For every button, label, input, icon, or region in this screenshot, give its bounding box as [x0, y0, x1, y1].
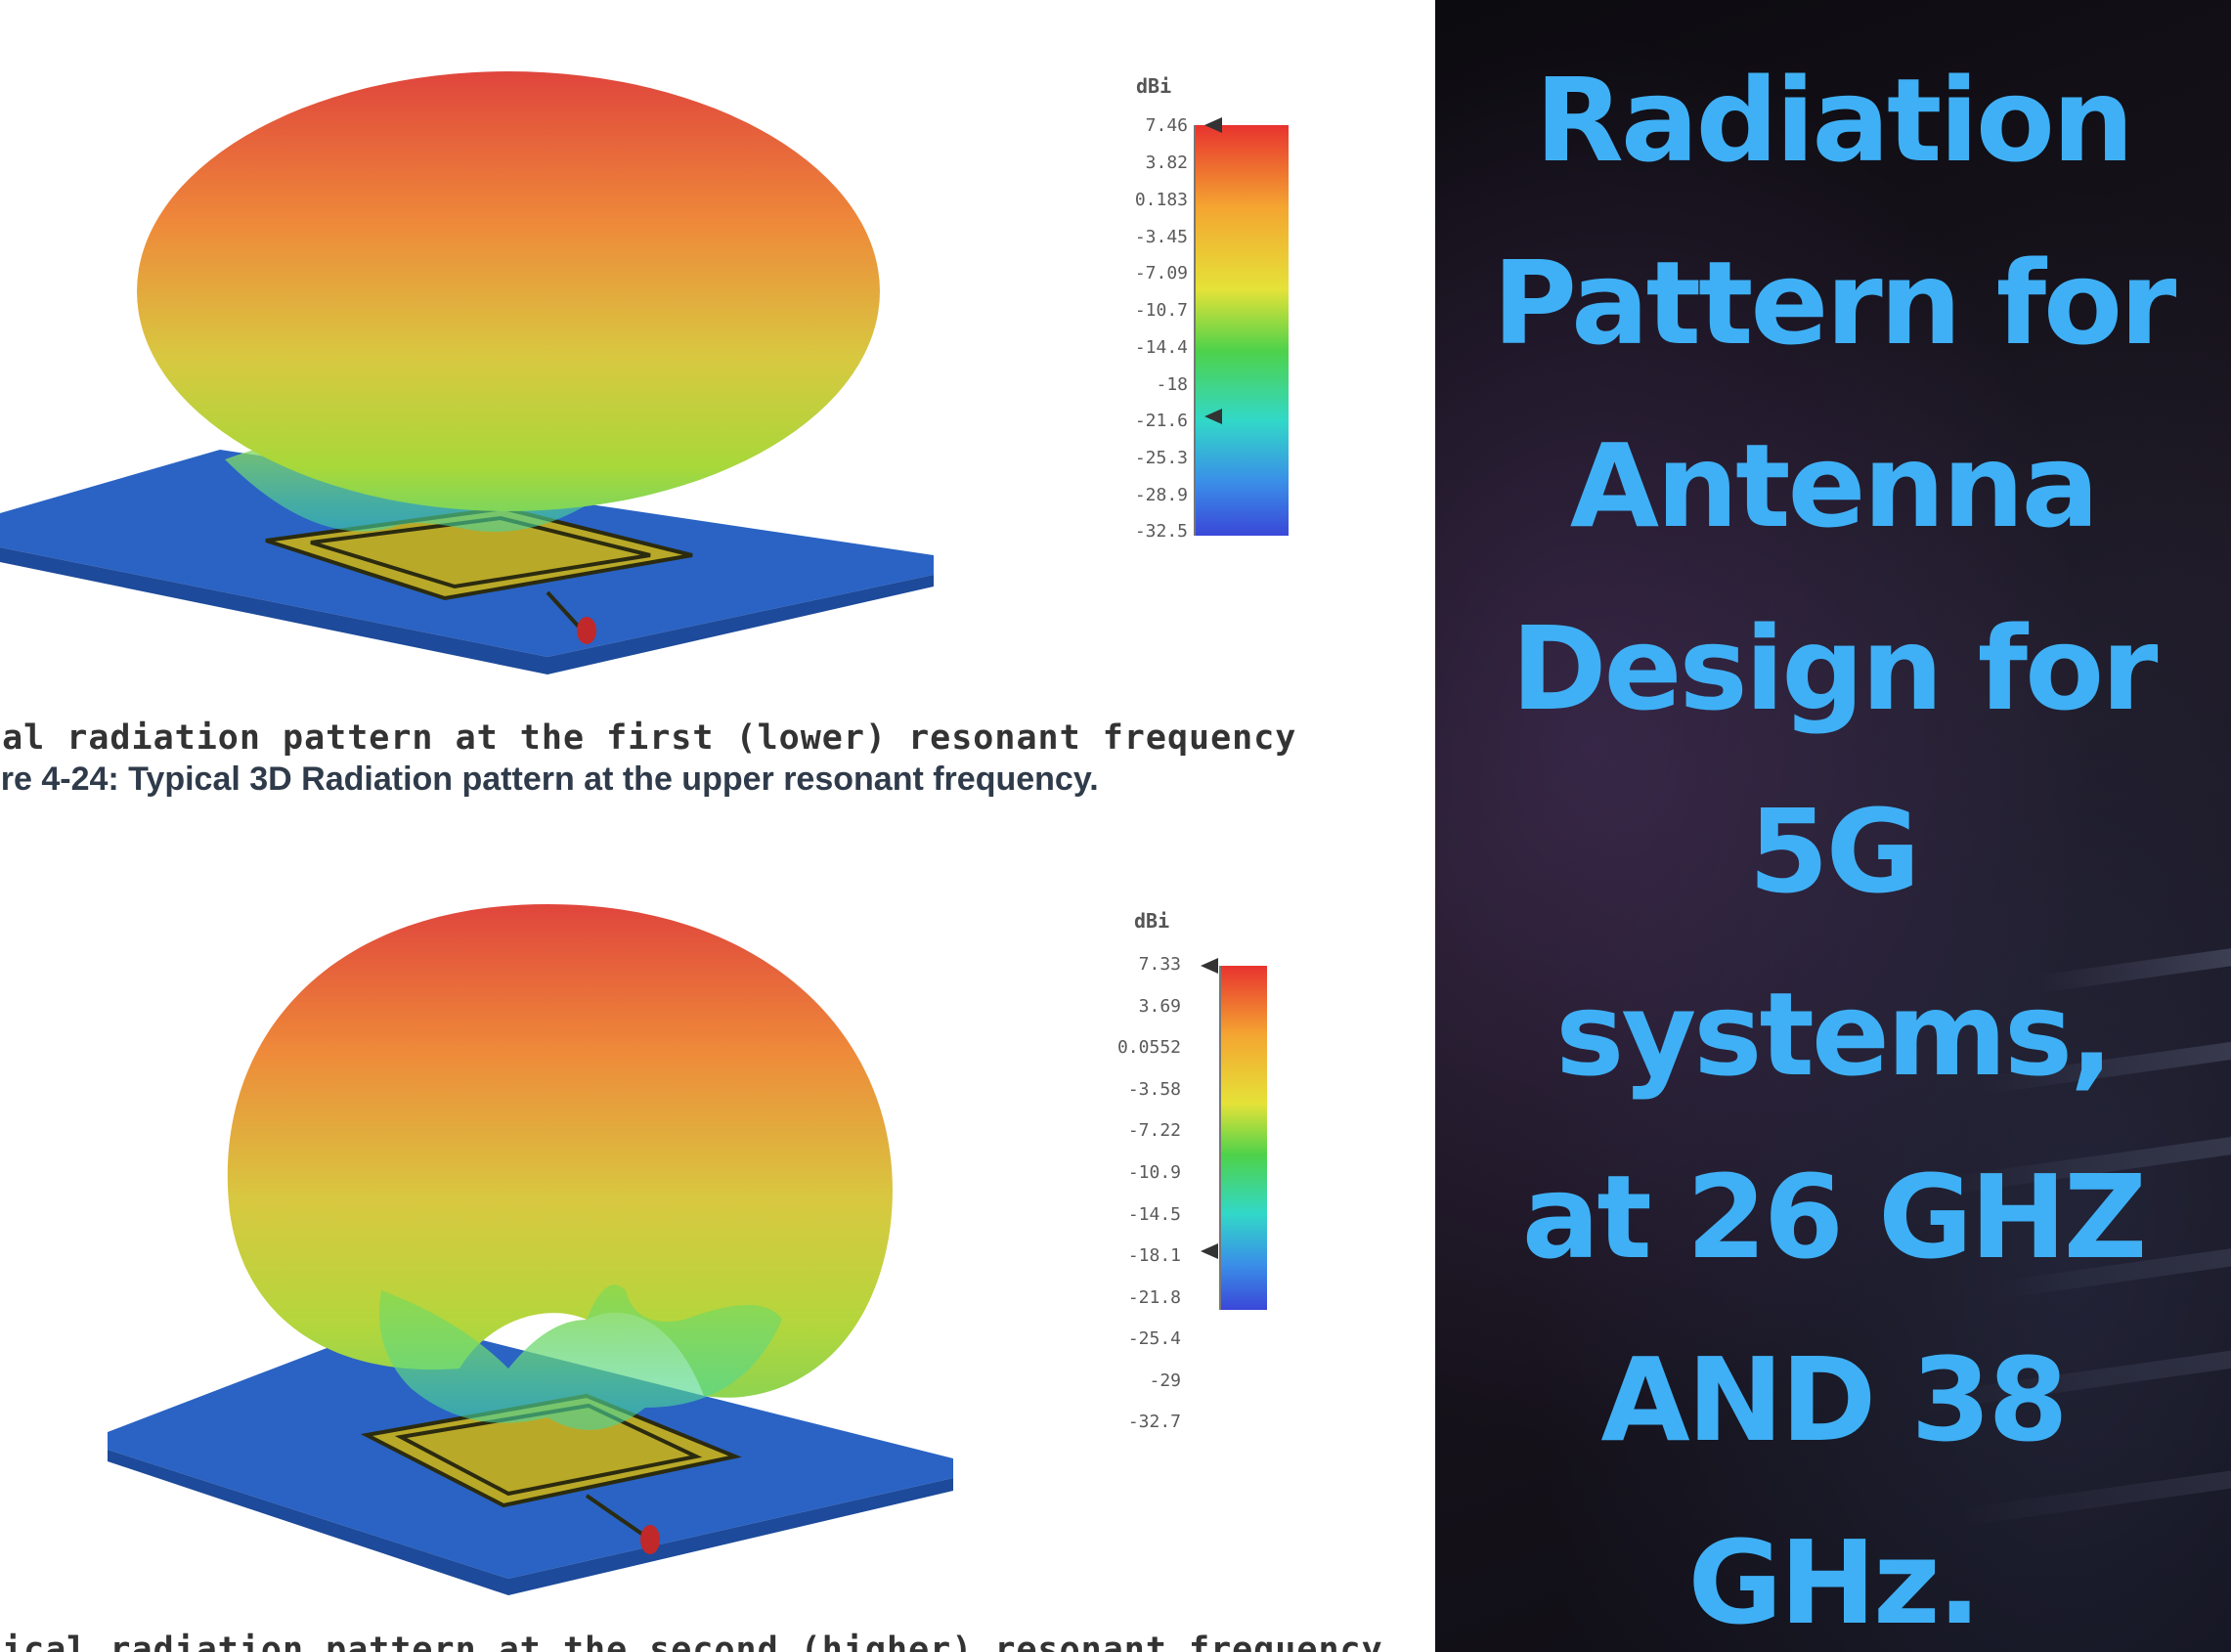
scale-tick: -21.8: [1127, 1287, 1181, 1308]
scale-tick: -3.58: [1127, 1079, 1181, 1100]
scale-tick: -21.6: [1134, 411, 1188, 431]
scale-tick: -14.4: [1134, 337, 1188, 358]
headline-line: Pattern for: [1492, 236, 2177, 370]
figure-panel: dBi 7.46 3.82 0.183 -3.45 -7.09 -10.7 -1…: [0, 0, 1435, 1652]
headline-line: Radiation: [1535, 53, 2134, 188]
radiation-pattern-3d-lower: [0, 71, 1289, 674]
feed-port: [640, 1525, 660, 1554]
scale-tick: 3.69: [1138, 996, 1181, 1017]
color-scale: [1195, 125, 1289, 536]
scale-tick: -7.09: [1134, 263, 1188, 283]
figure-caption-lower-2: ure 4-24: Typical 3D Radiation pattern a…: [0, 761, 1099, 798]
scale-tick: -3.45: [1134, 227, 1188, 247]
scale-tick: -10.7: [1134, 300, 1188, 321]
scale-tick: 7.33: [1138, 954, 1181, 975]
headline: Radiation Pattern for Antenna Design for…: [1435, 29, 2231, 1652]
color-scale: [1220, 966, 1267, 1310]
scale-tick: -25.3: [1134, 448, 1188, 468]
scale-tick: 7.46: [1145, 115, 1188, 136]
headline-line: systems,: [1555, 967, 2114, 1102]
title-panel: Radiation Pattern for Antenna Design for…: [1435, 0, 2231, 1652]
headline-line: AND 38: [1600, 1332, 2068, 1467]
scale-title: dBi: [1136, 74, 1172, 98]
main-lobe: [227, 904, 893, 1398]
scale-tick: -10.9: [1127, 1162, 1181, 1183]
scale-tick: 0.0552: [1116, 1037, 1181, 1058]
headline-line: at 26 GHZ: [1521, 1150, 2148, 1284]
headline-line: 5G: [1748, 784, 1921, 919]
scale-tick: -7.22: [1127, 1120, 1181, 1141]
figure-caption-lower-1: cal radiation pattern at the first (lowe…: [0, 718, 1297, 758]
scale-tick: -29: [1149, 1370, 1181, 1391]
scale-tick: 3.82: [1145, 152, 1188, 173]
scale-tick: 0.183: [1134, 190, 1188, 210]
radiation-pattern-figure-lower: dBi 7.46 3.82 0.183 -3.45 -7.09 -10.7 -1…: [0, 0, 1435, 674]
feed-port: [577, 617, 596, 644]
radiation-pattern-3d-upper: [108, 904, 1267, 1595]
scale-tick: -28.9: [1134, 485, 1188, 505]
scale-tick: -25.4: [1127, 1328, 1181, 1349]
main-lobe: [137, 71, 880, 511]
scale-tick: -18.1: [1127, 1245, 1181, 1266]
figure-caption-upper-1: pical radiation pattern at the second (h…: [0, 1630, 1383, 1652]
headline-line: GHz.: [1687, 1515, 1981, 1650]
scale-tick: -14.5: [1127, 1204, 1181, 1225]
scale-tick: -32.5: [1134, 521, 1188, 542]
headline-line: Design for: [1510, 601, 2159, 736]
headline-line: Antenna: [1569, 418, 2099, 553]
scale-tick: -18: [1156, 374, 1188, 395]
radiation-pattern-figure-upper: dBi 7.33 3.69 0.0552 -3.58 -7.22 -10.9 -…: [0, 860, 1435, 1652]
scale-tick: -32.7: [1127, 1412, 1181, 1432]
scale-title: dBi: [1134, 909, 1170, 933]
